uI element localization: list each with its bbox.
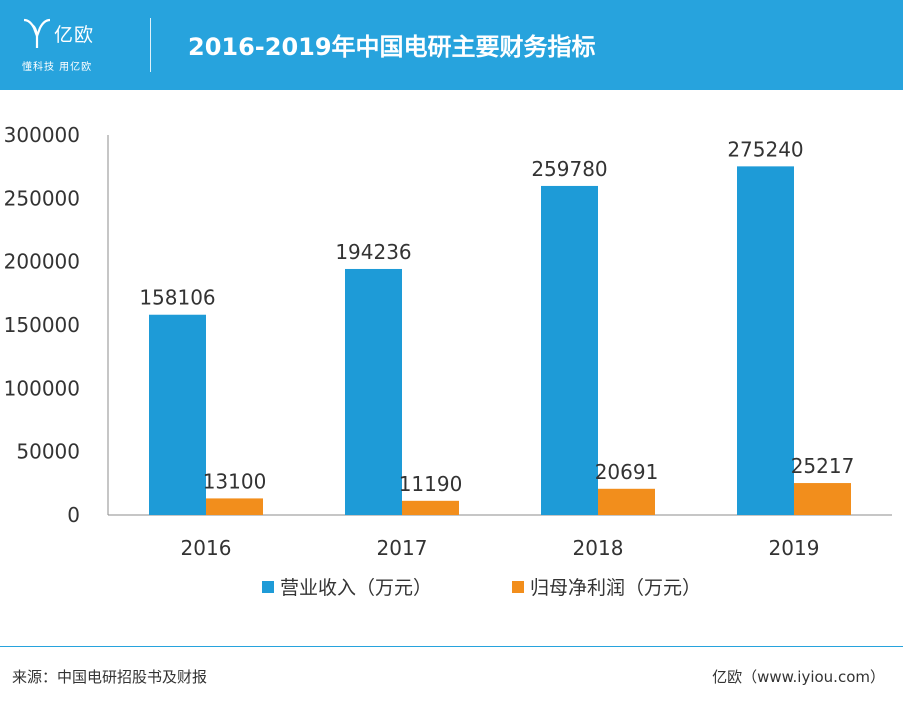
bar-chart: 0 50000 100000 150000 200000 250000 300000 1581…: [4, 123, 892, 599]
bar-net-profit: [402, 500, 459, 515]
y-tick-label: 0: [67, 503, 80, 527]
legend-label: 归母净利润（万元）: [530, 577, 701, 599]
legend-swatch: [262, 581, 274, 593]
yiou-logo-icon: [23, 18, 51, 48]
bar-revenue: [737, 166, 794, 515]
bar-net-profit: [206, 498, 263, 515]
credit-note: 亿欧（www.iyiou.com）: [712, 668, 885, 686]
bar-revenue: [149, 314, 206, 515]
data-label: 158106: [139, 286, 215, 310]
logo-text: 亿欧: [54, 24, 95, 46]
yiou-logo: 亿欧 懂科技 用亿欧: [22, 14, 132, 76]
header-divider: [150, 18, 151, 72]
x-tick-label: 2016: [181, 536, 232, 560]
source-note: 来源：中国电研招股书及财报: [12, 668, 208, 686]
legend-label: 营业收入（万元）: [280, 577, 432, 599]
page-title: 2016-2019年中国电研主要财务指标: [188, 33, 596, 61]
data-label: 13100: [203, 469, 267, 493]
x-tick-label: 2018: [573, 536, 624, 560]
x-tick-label: 2017: [377, 536, 428, 560]
y-tick-label: 50000: [16, 440, 80, 464]
header-banner: 亿欧 懂科技 用亿欧 2016-2019年中国电研主要财务指标: [0, 0, 903, 90]
y-tick-label: 150000: [4, 313, 80, 337]
x-tick-label: 2019: [769, 536, 820, 560]
y-tick-label: 100000: [4, 376, 80, 400]
footer-divider: [0, 646, 903, 647]
data-label: 194236: [335, 240, 411, 264]
y-tick-label: 200000: [4, 250, 80, 274]
data-label: 20691: [595, 460, 659, 484]
data-label: 275240: [727, 137, 803, 161]
y-tick-label: 300000: [4, 123, 80, 147]
data-label: 25217: [791, 454, 855, 478]
logo-slogan: 懂科技 用亿欧: [22, 62, 93, 73]
bar-net-profit: [794, 483, 851, 515]
bar-net-profit: [598, 488, 655, 515]
bar-revenue: [345, 268, 402, 515]
data-label: 11190: [399, 472, 463, 496]
data-label: 259780: [531, 157, 607, 181]
legend-swatch: [512, 581, 524, 593]
y-tick-label: 250000: [4, 186, 80, 210]
bar-revenue: [541, 185, 598, 515]
